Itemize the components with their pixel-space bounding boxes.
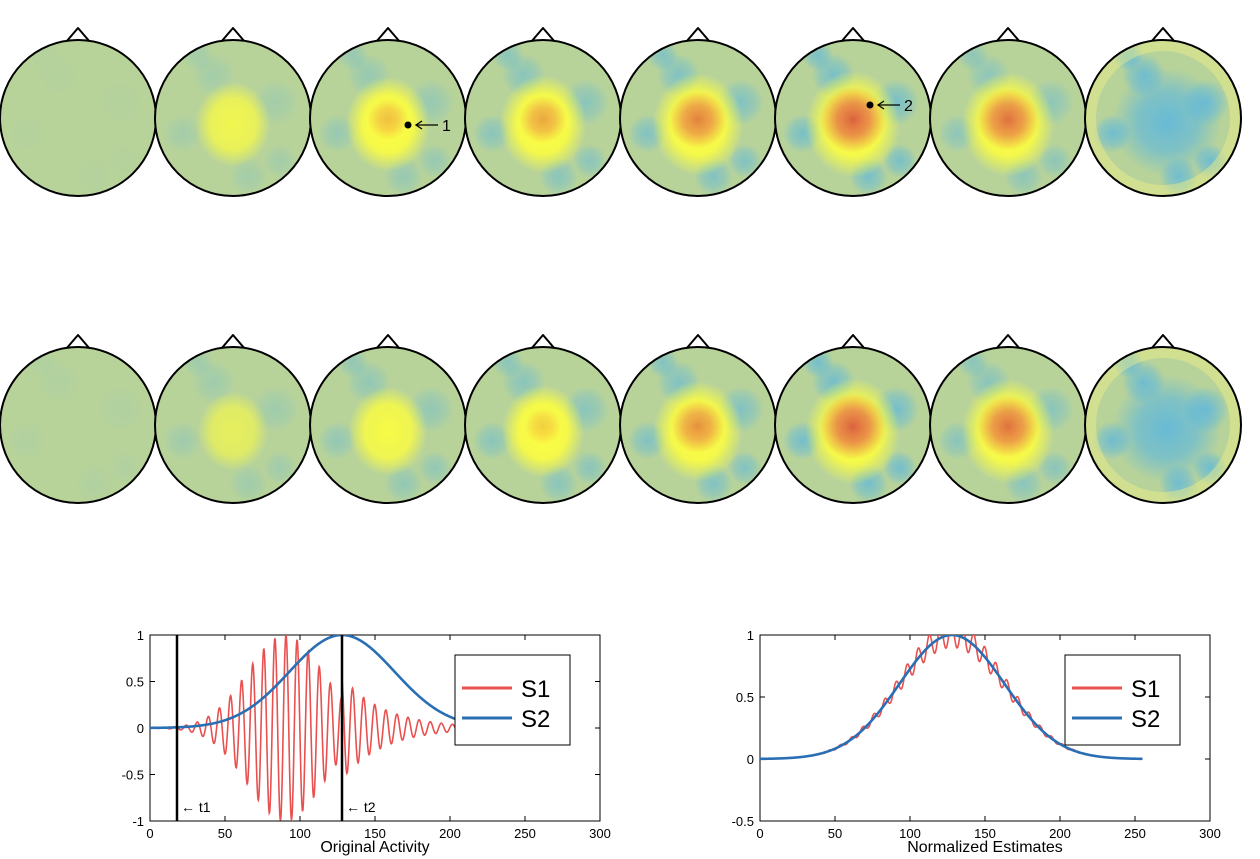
- topomap: [309, 334, 467, 504]
- y-tick-label: 1: [747, 628, 754, 643]
- legend-label-s1: S1: [521, 676, 550, 703]
- topomap: [1084, 27, 1242, 197]
- legend-label-s2: S2: [1131, 706, 1160, 733]
- topomap: [774, 334, 932, 504]
- topomap: [0, 27, 157, 197]
- x-tick-label: 150: [364, 826, 386, 841]
- topomap: [464, 27, 622, 197]
- nose-marker: [840, 27, 866, 43]
- series-line-s2: [760, 635, 1143, 761]
- time-marker-label: ← t2: [346, 799, 376, 815]
- nose-marker: [65, 334, 91, 350]
- nose-marker: [1150, 334, 1176, 350]
- topomap-row-1: 12: [0, 27, 1242, 197]
- x-tick-label: 50: [828, 826, 842, 841]
- original-activity-chart: 10.50-0.5-1 0 50 100 150 200 250 300 ← t1 ← t2 …: [122, 628, 611, 856]
- topomap: [929, 334, 1087, 504]
- time-marker-label: ← t1: [181, 799, 211, 815]
- nose-marker: [375, 334, 401, 350]
- topomap: [929, 27, 1087, 197]
- topomap: [154, 334, 312, 504]
- source-label: 1: [442, 118, 451, 135]
- arrow-head: [414, 120, 423, 130]
- x-tick-label: 0: [756, 826, 763, 841]
- time-markers: ← t1 ← t2: [175, 635, 376, 821]
- source-marker: 1: [404, 118, 451, 135]
- y-tick-label: -1: [132, 814, 144, 829]
- legend-box: [1064, 654, 1181, 746]
- plot-series: [760, 635, 1143, 761]
- source-dot: [404, 121, 412, 129]
- x-tick-label: 200: [439, 826, 461, 841]
- nose-marker: [530, 27, 556, 43]
- y-tick-label: 0.5: [736, 690, 754, 705]
- legend-label-s1: S1: [1131, 676, 1160, 703]
- topomap: [309, 27, 467, 197]
- nose-marker: [685, 27, 711, 43]
- topomap: [154, 27, 312, 197]
- y-tick-label: 0.5: [126, 675, 144, 690]
- source-dot: [866, 101, 874, 109]
- topomap: [1084, 334, 1242, 504]
- series-line-s1: [150, 635, 458, 821]
- topomap: [0, 334, 157, 504]
- y-tick-labels: 1 0.5 0 -0.5: [732, 628, 1210, 829]
- x-tick-labels: 0 50 100 150 200 250 300: [756, 635, 1221, 841]
- x-tick-label: 150: [974, 826, 996, 841]
- topomap: [464, 334, 622, 504]
- nose-marker: [220, 27, 246, 43]
- topomap: [619, 27, 777, 197]
- legend-label-s2: S2: [521, 706, 550, 733]
- nose-marker: [220, 334, 246, 350]
- head-outline: [1084, 39, 1242, 197]
- nose-marker: [65, 27, 91, 43]
- x-axis-label: Original Activity: [320, 839, 429, 856]
- x-tick-label: 300: [1199, 826, 1221, 841]
- head-outline: [1084, 346, 1242, 504]
- legend-box: [454, 654, 571, 746]
- x-tick-label: 50: [218, 826, 232, 841]
- x-tick-label: 0: [146, 826, 153, 841]
- topomap: [619, 334, 777, 504]
- source-label: 2: [904, 98, 913, 115]
- source-marker: 2: [866, 98, 913, 115]
- x-tick-label: 200: [1049, 826, 1071, 841]
- y-tick-label: 1: [137, 628, 144, 643]
- series-line-s2: [150, 635, 458, 730]
- legend: S1 S2: [454, 654, 571, 746]
- legend: S1 S2: [1064, 654, 1181, 746]
- topomap-row-2: [0, 334, 1242, 504]
- y-tick-label: 0: [747, 752, 754, 767]
- x-tick-labels: 0 50 100 150 200 250 300: [146, 635, 611, 841]
- normalized-estimates-chart: 10.50-0.5 0 50 100 150 200 250 300 S1 S2 Norma…: [732, 628, 1221, 856]
- x-tick-label: 300: [589, 826, 611, 841]
- x-tick-label: 250: [514, 826, 536, 841]
- y-tick-label: 0: [137, 721, 144, 736]
- nose-marker: [1150, 27, 1176, 43]
- nose-marker: [840, 334, 866, 350]
- plot-series: [150, 635, 458, 821]
- nose-marker: [995, 27, 1021, 43]
- nose-marker: [995, 334, 1021, 350]
- arrow-head: [876, 100, 885, 110]
- x-tick-label: 250: [1124, 826, 1146, 841]
- nose-marker: [375, 27, 401, 43]
- y-tick-label: -0.5: [122, 768, 144, 783]
- x-tick-label: 100: [899, 826, 921, 841]
- x-tick-label: 100: [289, 826, 311, 841]
- nose-marker: [685, 334, 711, 350]
- x-axis-label: Normalized Estimates: [907, 839, 1063, 856]
- y-tick-label: -0.5: [732, 814, 754, 829]
- topomap: [774, 27, 932, 197]
- nose-marker: [530, 334, 556, 350]
